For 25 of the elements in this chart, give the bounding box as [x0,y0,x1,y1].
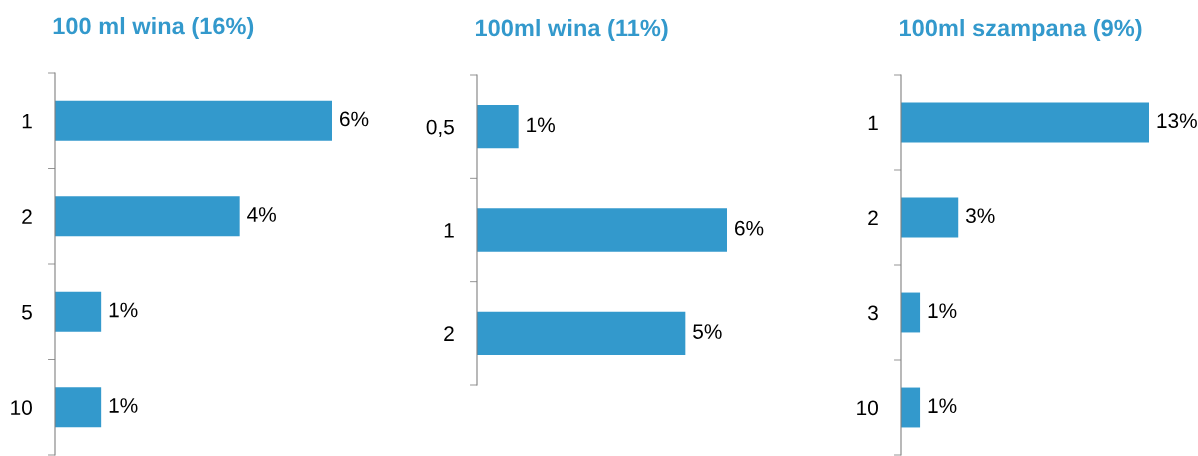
data-label: 4% [247,207,276,222]
data-label: 5% [693,324,722,339]
y-tick-label: 2 [444,326,454,341]
chart-title: 100ml wina (11%) [475,19,668,42]
y-tick-label: 3 [867,305,878,321]
y-tick-label: 10 [857,400,878,416]
chart-title: 100ml szampana (9%) [900,19,1142,42]
chart-title: 100 ml wina (16%) [53,17,254,40]
data-label: 6% [340,111,369,127]
y-tick-label: 10 [11,400,32,415]
y-tick-label: 1 [22,113,32,129]
data-label: 1% [109,398,138,413]
y-tick-label: 0,5 [426,119,454,137]
data-label: 1% [109,302,138,318]
data-label: 1% [928,398,957,414]
data-label: 13% [1157,113,1197,129]
y-tick-label: 5 [22,304,32,320]
y-tick-label: 2 [22,209,32,224]
data-label: 6% [735,220,764,236]
data-label: 1% [527,117,555,133]
data-label: 1% [928,303,957,319]
y-tick-label: 1 [868,115,878,131]
y-tick-label: 1 [444,223,454,238]
data-label: 3% [965,208,995,224]
y-tick-label: 2 [868,210,878,226]
